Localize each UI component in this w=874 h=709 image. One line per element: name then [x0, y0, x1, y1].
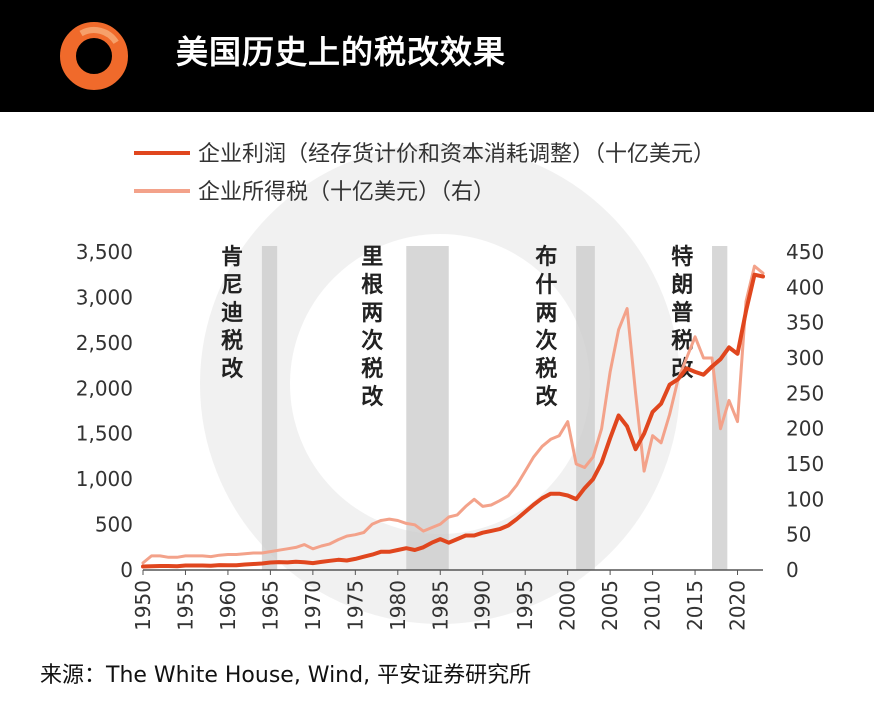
x-tick-label: 1985	[428, 580, 452, 631]
y-right-tick-label: 450	[786, 240, 824, 264]
y-right-tick-label: 250	[786, 381, 824, 405]
y-left-tick-label: 3,000	[76, 285, 133, 309]
y-left-tick-label: 1,500	[76, 422, 133, 446]
shaded-period-3	[712, 246, 728, 570]
y-right-tick-label: 300	[786, 346, 824, 370]
page-title: 美国历史上的税改效果	[176, 33, 507, 71]
x-tick-label: 1980	[386, 580, 410, 631]
y-left-tick-label: 1,000	[76, 467, 133, 491]
shaded-period-2	[576, 246, 595, 570]
y-right-tick-label: 0	[786, 558, 799, 582]
x-tick-label: 2010	[641, 580, 665, 631]
brand-ring-icon	[60, 22, 128, 90]
x-tick-label: 1975	[343, 580, 367, 631]
y-left-tick-label: 0	[120, 558, 133, 582]
source-note: 来源：The White House, Wind, 平安证券研究所	[40, 663, 532, 688]
y-left-tick-label: 3,500	[76, 240, 133, 264]
x-tick-label: 1960	[216, 580, 240, 631]
annotation-0: 肯尼迪税改	[221, 245, 244, 382]
shaded-period-1	[406, 246, 449, 570]
y-left-tick-label: 500	[95, 513, 133, 537]
x-tick-label: 1990	[471, 580, 495, 631]
x-tick-label: 1970	[301, 580, 325, 631]
y-axis-left-ticks: 0 500 1,000 1,500 2,000 2,500 3,000 3,500	[76, 240, 133, 582]
y-right-tick-label: 150	[786, 452, 824, 476]
x-tick-label: 1965	[258, 580, 282, 631]
tax-reform-periods	[261, 246, 728, 570]
series-lines	[141, 264, 765, 569]
legend-label-profit: 企业利润（经存货计价和资本消耗调整）（十亿美元）	[198, 142, 715, 167]
annotation-3: 特朗普税改	[671, 244, 694, 382]
x-tick-label: 2020	[726, 580, 750, 631]
x-tick-label: 2000	[556, 580, 580, 631]
legend-label-tax: 企业所得税（十亿美元）（右）	[198, 180, 495, 205]
y-right-tick-label: 400	[786, 275, 824, 299]
x-tick-label: 1995	[513, 580, 537, 631]
y-right-tick-label: 100	[786, 487, 824, 511]
y-right-tick-label: 350	[786, 311, 824, 335]
legend: 企业利润（经存货计价和资本消耗调整）（十亿美元） 企业所得税（十亿美元）（右）	[134, 142, 715, 205]
x-axis-ticks: 1950 1955 1960 1965 1970 1975 1980 1985 1990 1995…	[131, 570, 750, 631]
shaded-period-0	[261, 246, 278, 570]
annotation-1: 里根两次税改	[361, 245, 384, 410]
y-left-tick-label: 2,500	[76, 331, 133, 355]
series-line-profit	[141, 272, 765, 569]
series-line-tax	[141, 264, 765, 565]
x-tick-label: 1950	[131, 580, 155, 631]
x-tick-label: 2005	[598, 580, 622, 631]
x-tick-label: 2015	[683, 580, 707, 631]
y-left-tick-label: 2,000	[76, 376, 133, 400]
header-bar: 美国历史上的税改效果	[0, 0, 874, 112]
x-tick-label: 1955	[173, 580, 197, 631]
profit-tax-chart: 企业利润（经存货计价和资本消耗调整）（十亿美元） 企业所得税（十亿美元）（右） …	[76, 142, 824, 631]
annotation-2: 布什两次税改	[535, 244, 558, 410]
y-right-tick-label: 200	[786, 417, 824, 441]
tax-reform-annotations: 肯尼迪税改 里根两次税改 布什两次税改 特朗普税改	[221, 244, 694, 410]
y-right-tick-label: 50	[786, 523, 811, 547]
y-axis-right-ticks: 0 50 100 150 200 250 300 350 400 450	[786, 240, 824, 582]
